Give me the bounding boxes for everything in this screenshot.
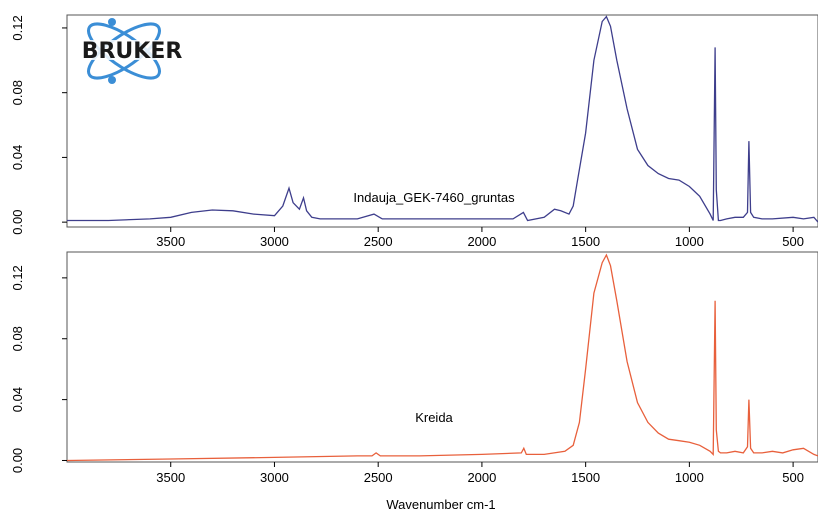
bruker-logo: BRUKER [68,18,183,84]
top-spectrum-panel: 3500 3000 2500 2000 1500 1000 500 0.00 0.04 0.08… [10,14,818,249]
bottom-plot-frame [66,251,818,463]
x-tick-label: 2500 [364,470,393,485]
bottom-x-axis: 3500 3000 2500 2000 1500 1000 500 [156,462,804,485]
logo-orbit-2 [87,22,161,80]
logo-wordmark: BRUKER [82,39,183,64]
y-tick-label: 0.00 [10,209,25,234]
logo-dot-bottom [108,76,116,84]
bottom-spectrum-panel: 3500 3000 2500 2000 1500 1000 500 0.00 0.04 0.08… [10,251,818,512]
y-tick-label: 0.08 [10,80,25,105]
x-axis-title: Wavenumber cm-1 [386,497,495,512]
x-tick-label: 3000 [260,470,289,485]
x-tick-label: 3000 [260,234,289,249]
x-tick-label: 2500 [364,234,393,249]
top-plot-frame [66,14,818,228]
logo-dot-top [108,18,116,26]
x-tick-label: 2000 [467,234,496,249]
y-tick-label: 0.12 [10,15,25,40]
logo-orbit-1 [87,22,161,80]
y-tick-label: 0.04 [10,145,25,170]
x-tick-label: 500 [782,470,804,485]
bottom-spectrum-line [66,253,818,462]
top-x-axis: 3500 3000 2500 2000 1500 1000 500 [156,227,804,249]
top-series-label: Indauja_GEK-7460_gruntas [353,190,515,205]
x-tick-label: 3500 [156,234,185,249]
top-y-axis: 0.00 0.04 0.08 0.12 [10,15,67,235]
x-tick-label: 500 [782,234,804,249]
y-tick-label: 0.04 [10,387,25,412]
y-tick-label: 0.00 [10,448,25,473]
y-tick-label: 0.12 [10,265,25,290]
x-tick-label: 1500 [571,470,600,485]
x-tick-label: 3500 [156,470,185,485]
x-tick-label: 1000 [675,470,704,485]
x-tick-label: 1000 [675,234,704,249]
x-tick-label: 1500 [571,234,600,249]
x-tick-label: 2000 [467,470,496,485]
bottom-series-label: Kreida [415,410,453,425]
y-tick-label: 0.08 [10,326,25,351]
bottom-y-axis: 0.00 0.04 0.08 0.12 [10,265,67,473]
top-spectrum-line [67,15,818,223]
